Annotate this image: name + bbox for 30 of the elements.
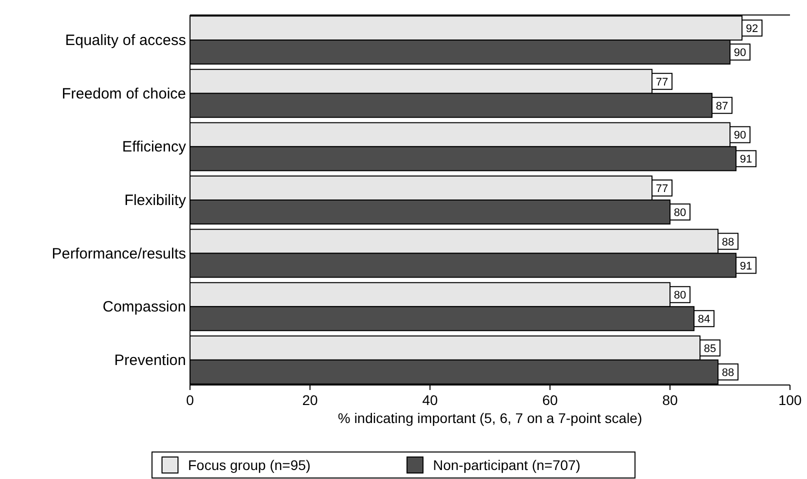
data-label: 92 — [746, 23, 758, 36]
data-label: 88 — [722, 366, 734, 379]
data-label: 87 — [716, 100, 728, 112]
x-tick-label: 40 — [422, 392, 438, 408]
data-label: 90 — [734, 130, 746, 142]
data-label: 91 — [740, 154, 752, 166]
y-tick-label: Compassion — [102, 298, 186, 316]
legend-label: Focus group (n=95) — [188, 457, 311, 473]
y-tick-label: Efficiency — [122, 138, 186, 156]
data-label: 77 — [656, 183, 668, 196]
y-tick-label: Equality of access — [65, 32, 186, 50]
x-tick-label: 0 — [186, 392, 194, 408]
data-label: 91 — [740, 260, 752, 272]
x-axis-title: % indicating important (5, 6, 7 on a 7-point scale) — [338, 410, 642, 426]
data-label: 77 — [656, 76, 668, 88]
x-tick-label: 60 — [542, 392, 558, 408]
data-label: 80 — [674, 290, 686, 302]
data-label: 84 — [698, 314, 710, 326]
data-label: 88 — [722, 236, 734, 248]
legend-label: Non-participant (n=707) — [433, 457, 580, 473]
x-tick-label: 20 — [302, 392, 318, 408]
y-tick-label: Prevention — [114, 352, 186, 369]
data-label: 80 — [674, 206, 686, 219]
x-tick-label: 80 — [662, 392, 678, 408]
data-label: 90 — [734, 47, 746, 60]
y-tick-label: Performance/results — [52, 245, 186, 262]
data-label: 85 — [704, 342, 716, 355]
x-tick-label: 100 — [778, 392, 802, 408]
y-tick-label: Freedom of choice — [62, 85, 186, 102]
y-tick-label: Flexibility — [124, 192, 186, 209]
